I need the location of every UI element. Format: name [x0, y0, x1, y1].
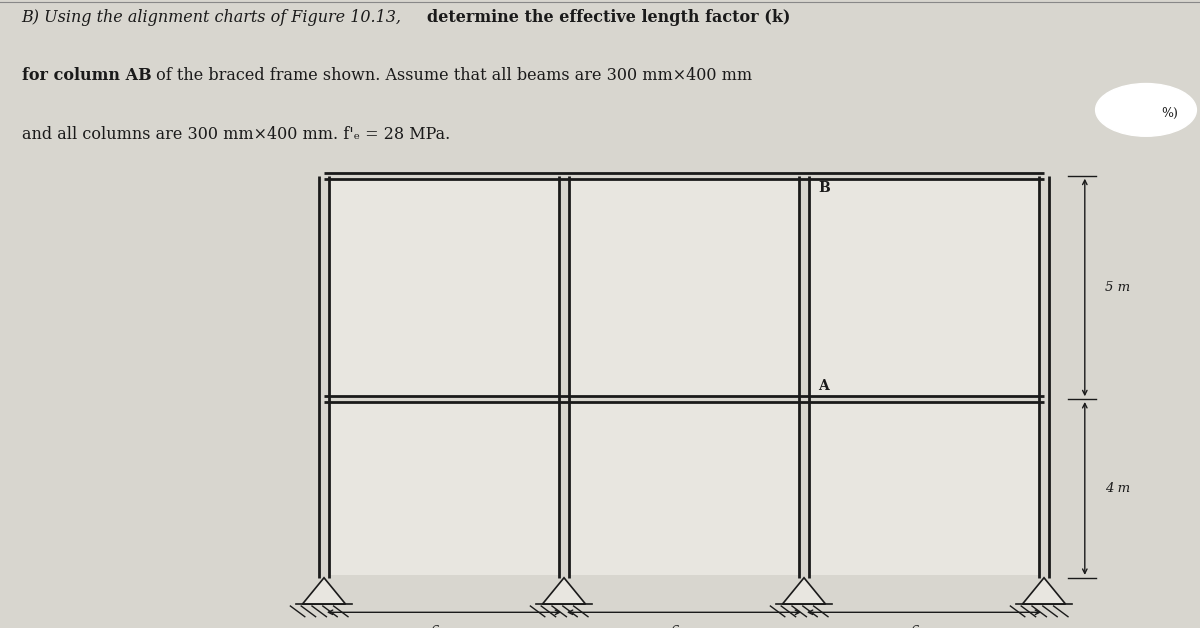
Bar: [569, 403, 799, 575]
Polygon shape: [782, 578, 826, 604]
Text: 5 m: 5 m: [1105, 281, 1130, 294]
Bar: [809, 403, 1039, 575]
Bar: [329, 179, 559, 396]
Text: 6 m: 6 m: [671, 625, 697, 628]
Text: determine the effective length factor (k): determine the effective length factor (k…: [427, 9, 791, 26]
Text: 6 m: 6 m: [431, 625, 457, 628]
Polygon shape: [542, 578, 586, 604]
Text: B: B: [818, 181, 830, 195]
Polygon shape: [1022, 578, 1066, 604]
Bar: [809, 179, 1039, 396]
Text: of the braced frame shown. Assume that all beams are 300 mm×400 mm: of the braced frame shown. Assume that a…: [151, 67, 752, 84]
Text: A: A: [818, 379, 829, 393]
Circle shape: [1096, 84, 1196, 136]
Text: 4 m: 4 m: [1105, 482, 1130, 495]
Polygon shape: [302, 578, 346, 604]
Bar: [569, 179, 799, 396]
Text: for column AB: for column AB: [22, 67, 151, 84]
Bar: [329, 403, 559, 575]
Text: B) Using the alignment charts of Figure 10.13,: B) Using the alignment charts of Figure …: [22, 9, 407, 26]
Text: 6 m: 6 m: [911, 625, 937, 628]
Text: %): %): [1162, 107, 1178, 119]
Text: and all columns are 300 mm×400 mm. f'ₑ = 28 MPa.: and all columns are 300 mm×400 mm. f'ₑ =…: [22, 126, 450, 143]
